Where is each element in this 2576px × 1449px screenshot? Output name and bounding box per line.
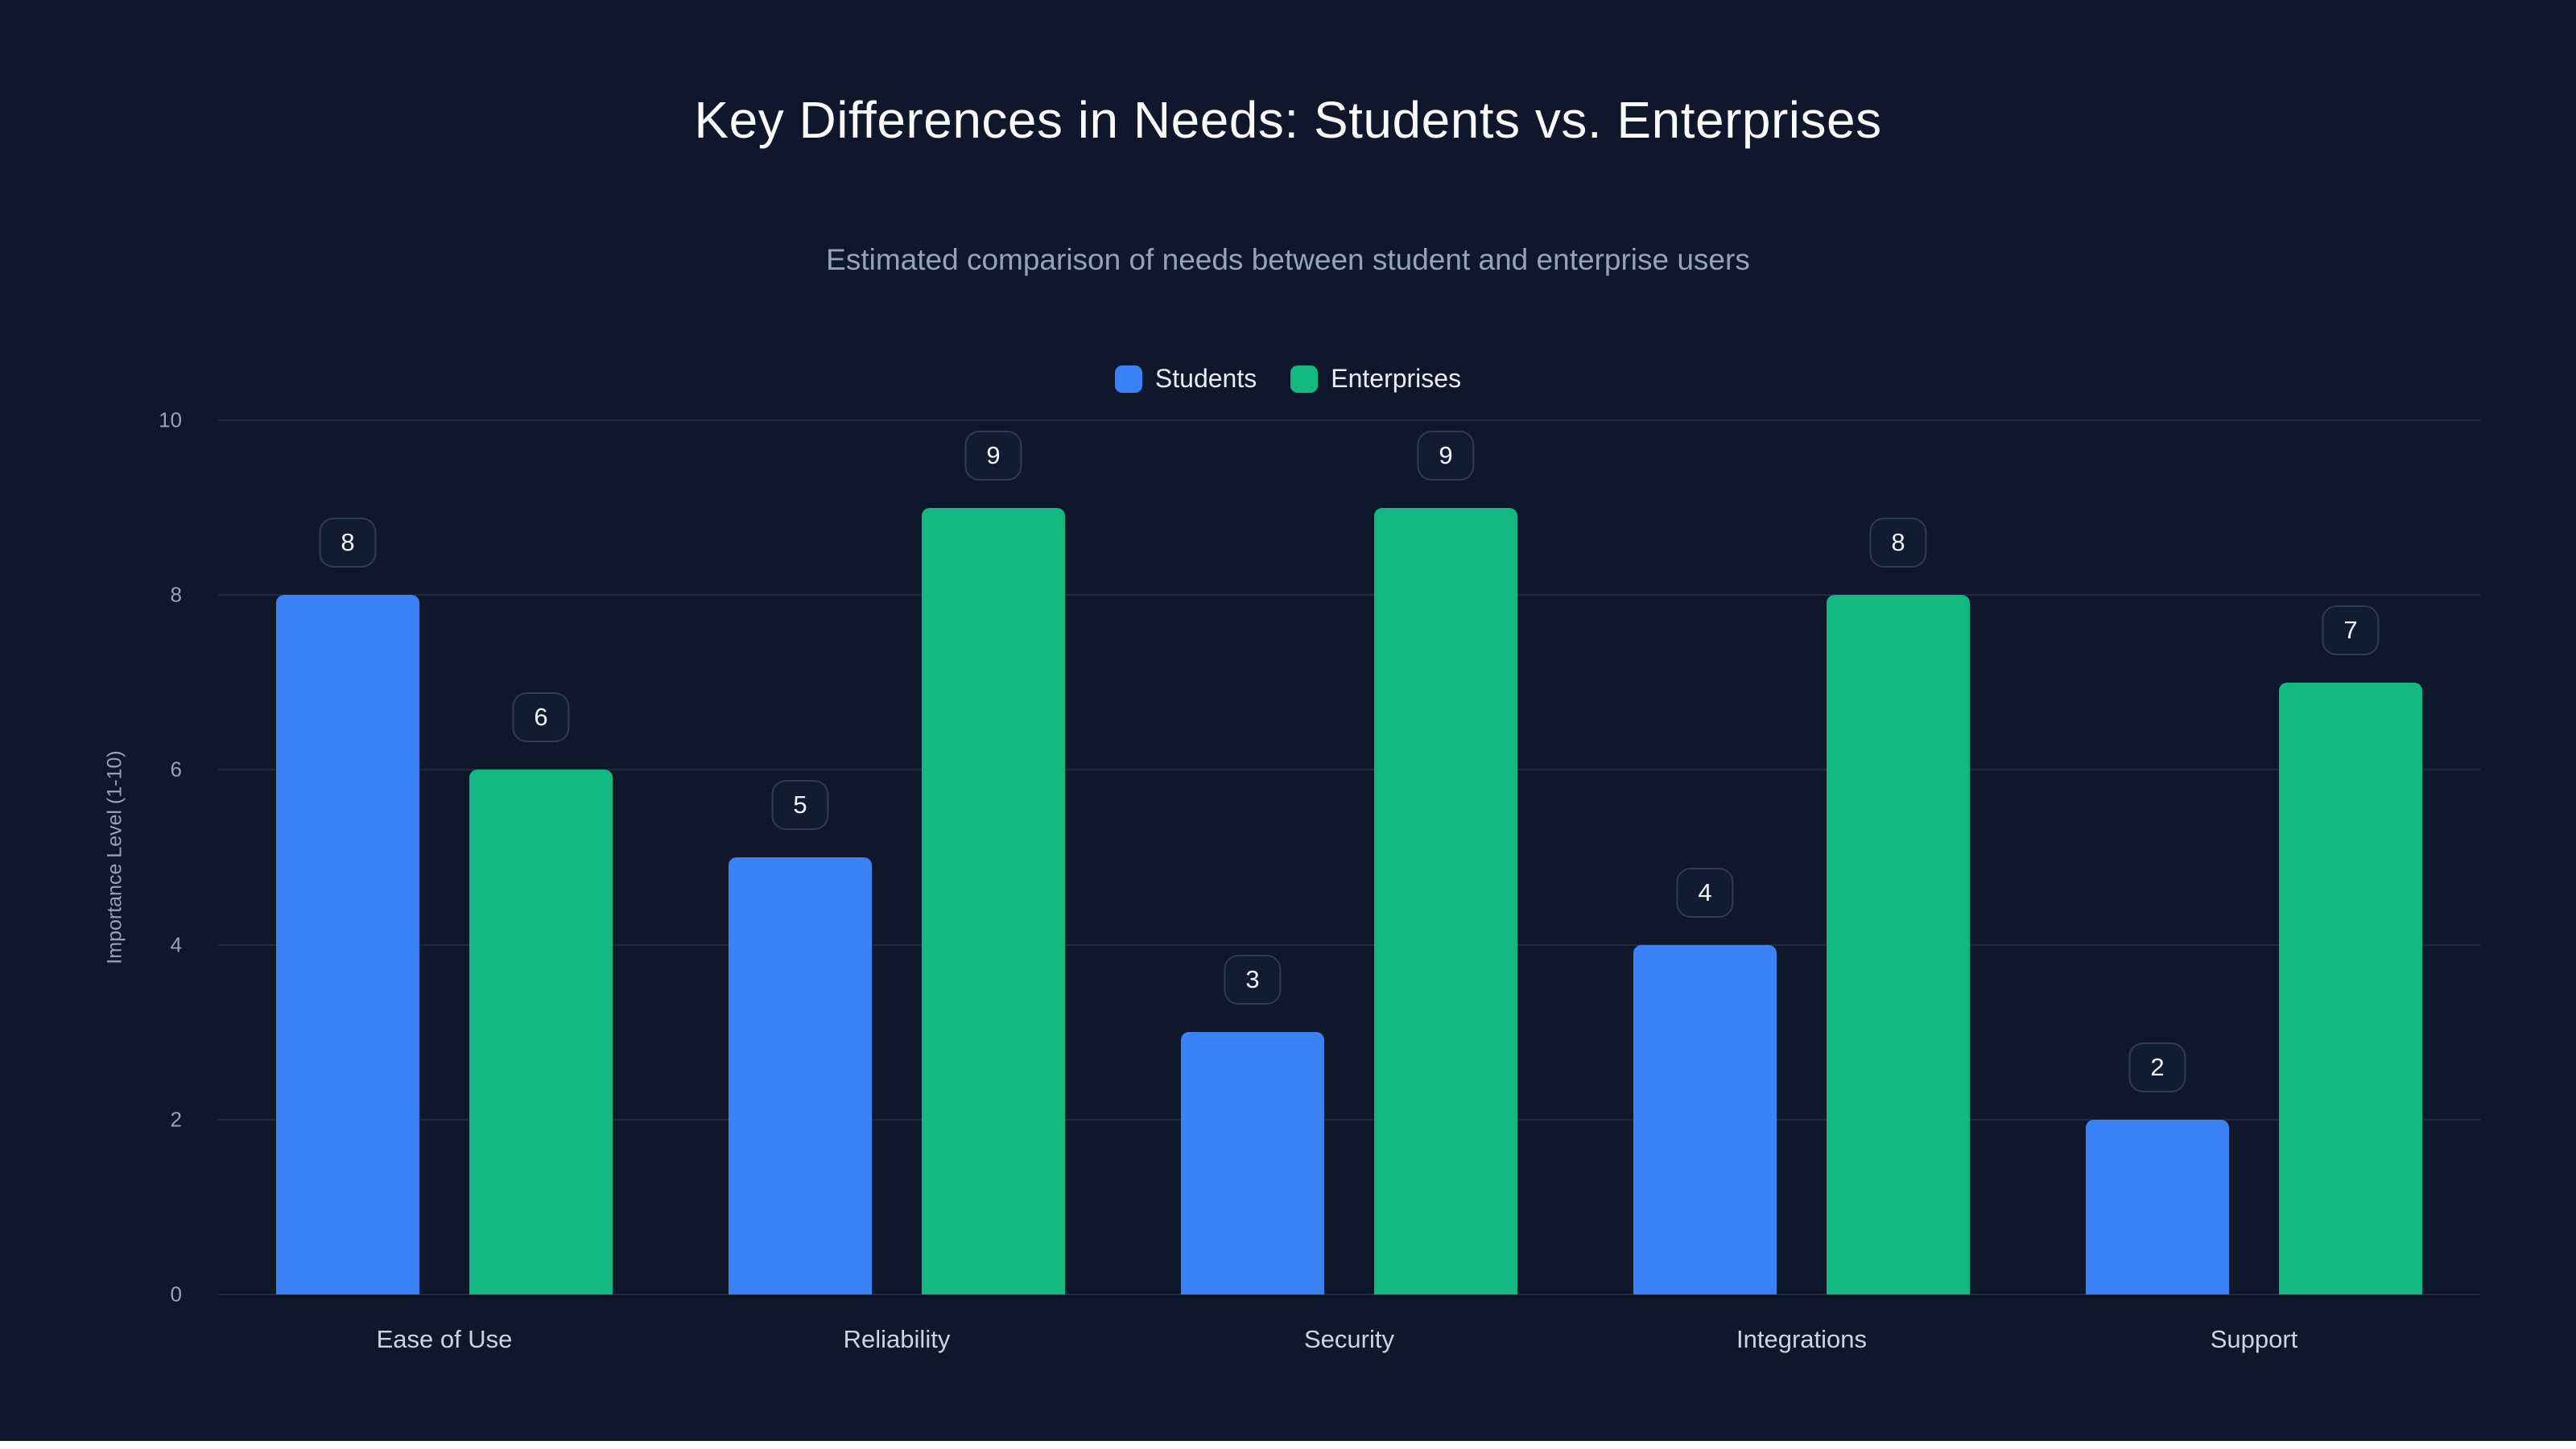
bar-enterprises-security: 9 [1374,430,1517,1294]
y-tick-label: 8 [170,582,182,607]
value-badge-enterprises-reliability: 9 [964,430,1022,481]
bar-students-support: 2 [2086,1042,2229,1294]
y-tick-label: 4 [170,932,182,957]
x-axis-label-reliability: Reliability [843,1325,951,1353]
legend: Students Enterprises [0,364,2576,394]
bar-students-security: 3 [1181,955,1324,1294]
value-badge-students-integrations: 4 [1676,867,1734,918]
bar-enterprises-ease-of-use: 6 [469,692,613,1294]
value-badge-students-security: 3 [1224,955,1282,1005]
gridline [218,419,2480,421]
y-tick-label: 2 [170,1107,182,1132]
legend-item-enterprises: Enterprises [1290,364,1461,394]
bar-enterprises-support: 7 [2279,605,2422,1294]
y-tick-label: 0 [170,1282,182,1307]
x-axis-label-security: Security [1304,1325,1394,1353]
bar-students-integrations: 4 [1633,867,1777,1294]
gridline [218,1118,2480,1121]
gridline [218,1294,2480,1295]
bar-students-ease-of-use: 8 [276,518,419,1294]
legend-swatch-students [1114,365,1142,393]
x-axis-label-ease-of-use: Ease of Use [376,1325,513,1353]
chart-subtitle: Estimated comparison of needs between st… [826,243,1750,276]
bar-students-reliability: 5 [729,779,872,1294]
value-badge-enterprises-integrations: 8 [1869,518,1927,568]
y-tick-label: 10 [159,407,182,432]
value-badge-enterprises-ease-of-use: 6 [512,692,570,743]
value-badge-enterprises-security: 9 [1417,430,1475,481]
value-badge-students-ease-of-use: 8 [319,518,377,568]
bar-enterprises-reliability: 9 [922,430,1065,1294]
value-badge-students-support: 2 [2128,1042,2186,1092]
legend-label-students: Students [1154,364,1257,393]
legend-swatch-enterprises [1290,365,1319,393]
legend-label-enterprises: Enterprises [1331,364,1462,393]
gridline [218,769,2480,771]
gridline [218,594,2480,597]
x-axis-labels: Ease of Use Reliability Security Integratio… [218,1325,2480,1354]
x-axis-label-integrations: Integrations [1736,1325,1867,1353]
chart-title: Key Differences in Needs: Students vs. E… [694,91,1882,149]
legend-item-students: Students [1114,364,1257,394]
bar-enterprises-integrations: 8 [1827,518,1970,1294]
gridline [218,943,2480,946]
value-badge-enterprises-support: 7 [2322,605,2380,655]
y-tick-label: 6 [170,757,182,782]
bottom-strip [0,1441,2576,1449]
y-axis-ticks: 0 2 4 6 8 10 [97,408,193,1307]
x-axis-label-support: Support [2210,1325,2298,1353]
value-badge-students-reliability: 5 [771,779,829,830]
